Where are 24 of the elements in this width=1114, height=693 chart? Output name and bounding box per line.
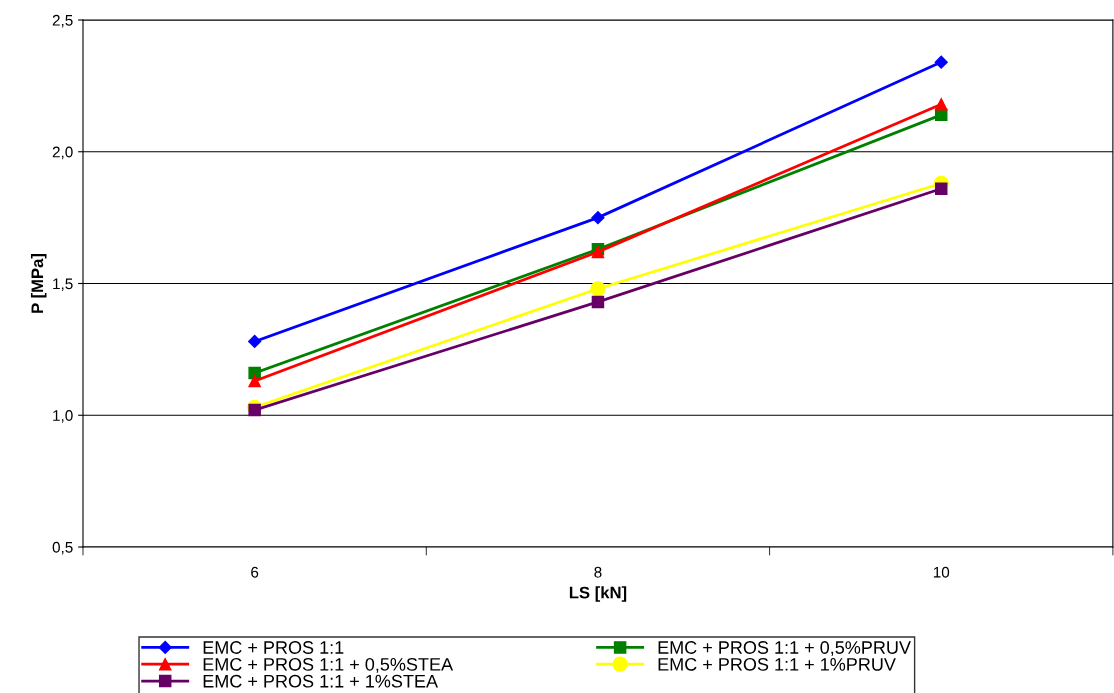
y-tick-label: 1,0 xyxy=(53,410,73,423)
y-tick-label: 2,0 xyxy=(52,146,73,160)
point xyxy=(248,374,261,388)
point xyxy=(591,211,605,225)
y-tick-label: 2,5 xyxy=(52,14,73,28)
point xyxy=(248,403,261,417)
legend-label: EMC + PROS 1:1 + 1%STEA xyxy=(203,674,438,688)
x-tick-label: 10 xyxy=(933,566,950,578)
point xyxy=(934,98,948,111)
point xyxy=(248,334,262,349)
point xyxy=(590,281,606,297)
x-tick-label: 8 xyxy=(594,566,602,578)
legend-label: EMC + PROS 1:1 xyxy=(203,641,344,654)
point xyxy=(591,295,605,309)
x-axis-title: LS [kN] xyxy=(569,586,627,602)
legend-label: EMC + PROS 1:1 + 0,5%STEA xyxy=(203,657,454,673)
x-tick-label: 6 xyxy=(251,566,259,578)
legend-label: EMC + PROS 1:1 + 1%PRUV xyxy=(658,657,896,671)
point xyxy=(934,182,948,195)
y-tick-label: 1,5 xyxy=(53,278,73,291)
point xyxy=(934,55,948,69)
y-tick-label: 0,5 xyxy=(52,541,73,555)
legend-label: EMC + PROS 1:1 + 0,5%PRUV xyxy=(658,641,911,657)
y-axis-title: P [MPa] xyxy=(30,254,47,313)
